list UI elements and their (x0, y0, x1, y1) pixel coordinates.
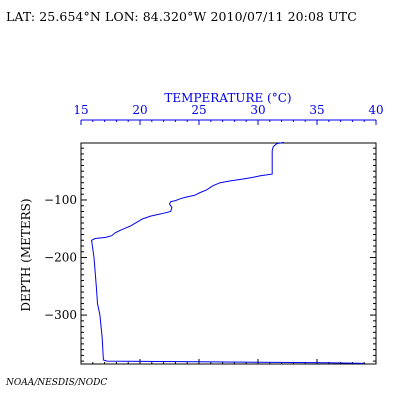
x-tick-label: 20 (132, 103, 147, 117)
x-tick-label: 30 (250, 103, 265, 117)
x-tick-label: 15 (73, 103, 88, 117)
chart-title: TEMPERATURE (°C) (164, 91, 291, 105)
x-tick-label: 40 (368, 103, 383, 117)
temperature-profile-line (91, 141, 365, 364)
location-header: LAT: 25.654°N LON: 84.320°W 2010/07/11 2… (6, 9, 357, 24)
x-axis-top: 15 20 25 30 35 40 (73, 103, 384, 125)
plot-frame (80, 142, 377, 365)
y-tick-label: −300 (44, 308, 77, 322)
y-tick-label: −200 (44, 251, 77, 265)
y-axis: −100 −200 −300 (44, 147, 376, 362)
x-tick-label: 25 (191, 103, 206, 117)
x-tick-label: 35 (309, 103, 324, 117)
plot-border (80, 142, 377, 365)
y-tick-label: −100 (44, 193, 77, 207)
source-credit: NOAA/NESDIS/NODC (6, 378, 108, 388)
y-axis-label: DEPTH (METERS) (19, 198, 33, 311)
